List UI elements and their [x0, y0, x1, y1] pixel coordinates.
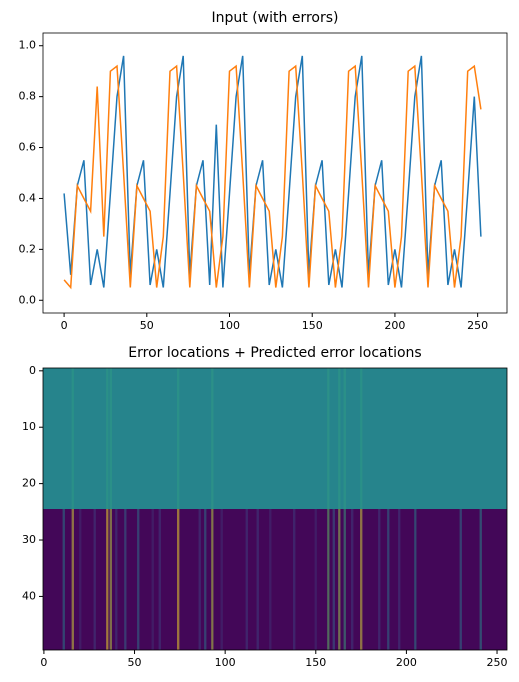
heatmap-column [343, 368, 346, 509]
heatmap-column [327, 509, 330, 650]
heatmap-column [293, 509, 295, 650]
heatmap-column [79, 509, 82, 650]
heatmap-column [211, 368, 214, 509]
y-tick-label: 0.8 [19, 90, 37, 103]
heatmap-column [93, 509, 96, 650]
chart-title: Error locations + Predicted error locati… [128, 345, 421, 361]
heatmap-column [151, 509, 154, 650]
y-tick-label: 0 [29, 364, 36, 377]
x-tick-label: 250 [487, 656, 508, 669]
x-tick-label: 0 [61, 319, 68, 332]
x-tick-label: 0 [40, 656, 47, 669]
axes-frame [42, 367, 508, 651]
heatmap-column [106, 368, 109, 509]
heatmap-column [360, 509, 362, 650]
heatmap-column [351, 509, 353, 650]
y-tick-label: 1.0 [19, 39, 37, 52]
x-tick-label: 100 [215, 656, 236, 669]
heatmap-column [343, 509, 346, 650]
heatmap-column [378, 509, 381, 650]
heatmap-column [479, 509, 482, 650]
heatmap-column [269, 509, 272, 650]
heatmap-column [110, 509, 112, 650]
x-tick-label: 50 [140, 319, 154, 332]
heatmap-column [72, 368, 74, 509]
y-tick-label: 30 [22, 533, 36, 546]
heatmap-column [62, 509, 65, 650]
heatmap-column [398, 509, 401, 650]
y-tick-label: 0.2 [19, 242, 37, 255]
heatmap-block [43, 368, 507, 509]
x-tick-label: 50 [128, 656, 142, 669]
heatmap-column [256, 509, 259, 650]
heatmap-column [414, 509, 417, 650]
heatmap-column [110, 368, 112, 509]
y-tick-label: 40 [22, 589, 36, 602]
heatmap-column [106, 509, 109, 650]
x-tick-label: 200 [396, 656, 417, 669]
heatmap-column [338, 368, 341, 509]
heatmap-column [177, 509, 179, 650]
x-tick-label: 150 [302, 319, 323, 332]
heatmap-column [72, 509, 74, 650]
heatmap-column [198, 509, 201, 650]
y-tick-label: 0.6 [19, 141, 37, 154]
axes-frame [42, 32, 508, 314]
x-tick-label: 100 [219, 319, 240, 332]
heatmap-column [333, 509, 335, 650]
heatmap-column [387, 509, 390, 650]
line [63, 64, 482, 290]
x-tick-label: 150 [305, 656, 326, 669]
heatmap-column [211, 509, 214, 650]
heatmap-column [459, 509, 462, 650]
heatmap-column [177, 368, 179, 509]
y-tick-label: 0.4 [19, 191, 37, 204]
chart-title: Input (with errors) [212, 10, 339, 26]
heatmap-column [360, 368, 362, 509]
x-tick-label: 200 [384, 319, 405, 332]
heatmap [43, 368, 507, 650]
heatmap-column [327, 368, 330, 509]
heatmap-column [124, 509, 127, 650]
y-tick-label: 0.0 [19, 293, 37, 306]
heatmap-column [137, 509, 140, 650]
heatmap-column [115, 509, 118, 650]
heatmap-column [338, 509, 341, 650]
heatmap-column [220, 509, 223, 650]
y-tick-label: 20 [22, 477, 36, 490]
heatmap-block [43, 509, 507, 650]
heatmap-column [159, 509, 161, 650]
heatmap-column [314, 509, 317, 650]
y-tick-label: 10 [22, 420, 36, 433]
x-tick-label: 250 [467, 319, 488, 332]
heatmap-column [204, 509, 207, 650]
heatmap-column [246, 509, 248, 650]
